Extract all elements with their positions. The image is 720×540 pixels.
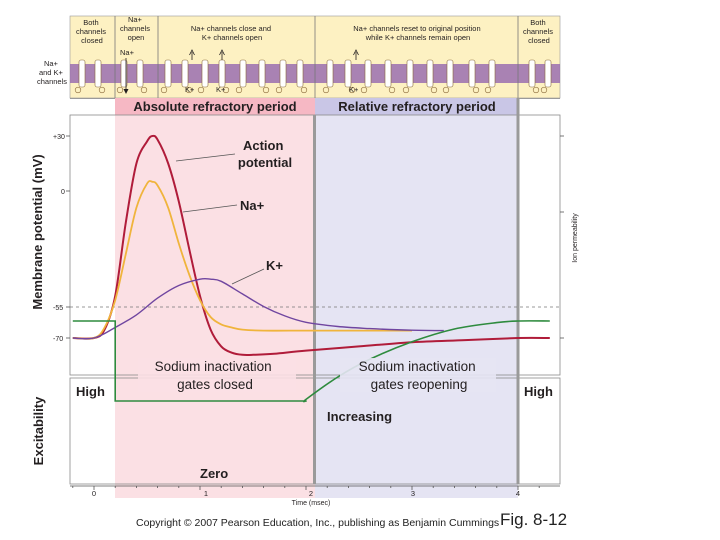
na-inflow-arrowhead [123,89,129,94]
membrane-channel [528,59,540,94]
copyright-notice: Copyright © 2007 Pearson Education, Inc.… [136,517,500,529]
relative-refractory-region [315,98,518,498]
membrane-channel [384,59,396,94]
inactivation-label-backdrop [138,358,296,392]
x-axis-label: Time (msec) [292,500,331,507]
relative-refractory-header [315,98,518,115]
membrane-channel [296,59,308,94]
phase-label-na-open: Na+ channels open [120,15,152,42]
membrane-channel [235,59,247,94]
x-tick-label: 2 [309,489,313,498]
k-permeability-curve [72,277,444,340]
relative-refractory-title: Relative refractory period [338,99,496,114]
y-tick-label: -70 [53,336,63,343]
membrane-channel [344,59,356,94]
k-outflow-arrow [353,49,359,60]
membrane-channel [360,59,372,94]
membrane-channel [426,59,438,94]
excitability-high-label: High [524,384,553,399]
y-tick-label: +30 [53,134,65,141]
time-2-divider [313,115,316,484]
k-leader [231,268,265,285]
x-tick-label: 0 [92,489,96,498]
y-tick-label: 0 [61,189,65,196]
k-outflow-arrow [219,49,225,60]
membrane-channel [468,59,480,94]
membrane-channel [136,59,148,94]
membrane-channel [218,59,230,94]
y-axis-label: Membrane potential (mV) [30,154,45,309]
excitability-high-label: High [76,384,105,399]
na-ion-label: Na+ [120,48,135,57]
na-leader [182,204,238,213]
na-permeability-curve [72,180,412,340]
membrane-channels [74,59,552,94]
membrane-channel [160,59,172,94]
time-4-divider [516,98,520,484]
membrane-channel [197,59,209,94]
k-ion-label: K+ [216,85,226,94]
absolute-refractory-region [115,98,315,498]
x-tick-label: 3 [411,489,415,498]
ion-permeability-label: Ion permeability [572,213,579,263]
inactivation-label-backdrop [340,358,496,392]
k-curve-label: K+ [266,258,283,273]
phase-label-both-closed-1: Both channels closed [76,18,108,45]
action-potential-leader [175,153,236,162]
excitability-axis-label: Excitability [31,396,46,465]
membrane-channel [258,59,270,94]
absolute-refractory-header [115,98,315,115]
membrane-channel [94,59,106,94]
membrane-channel [116,59,128,94]
k-outflow-arrow [189,49,195,60]
excitability-curve [72,320,550,403]
excitability-increasing-label: Increasing [327,409,392,424]
phase-label-na-close-k-open: Na+ channels close and K+ channels open [191,24,273,42]
sodium-inactivation-closed-label: Sodium inactivation gates closed [155,359,276,392]
x-tick-label: 1 [204,489,208,498]
membrane-channel [540,59,552,94]
membrane-channel [74,59,86,94]
na-curve-label: Na+ [240,198,265,213]
phase-label-reset: Na+ channels reset to original position … [353,24,482,42]
membrane-channel [322,59,334,94]
figure-number: Fig. 8-12 [500,510,568,529]
k-ion-label: K+ [185,85,195,94]
sodium-inactivation-reopening-label: Sodium inactivation gates reopening [359,359,480,392]
membrane-channel [442,59,454,94]
excitability-zero-label: Zero [200,466,228,481]
x-tick-label: 4 [516,489,520,498]
membrane-channel [484,59,496,94]
membrane-channel [275,59,287,94]
membrane-channel [402,59,414,94]
absolute-refractory-title: Absolute refractory period [133,99,296,114]
membrane-channels-label: Na+ and K+ channels [37,59,67,86]
action-potential-label: Action potential [238,138,292,170]
phase-label-both-closed-2: Both channels closed [523,18,555,45]
y-tick-label: -55 [53,305,63,312]
action-potential-curve [72,134,550,356]
k-ion-label: K+ [349,85,359,94]
membrane-channel [181,59,193,94]
x-ticks [72,486,540,490]
